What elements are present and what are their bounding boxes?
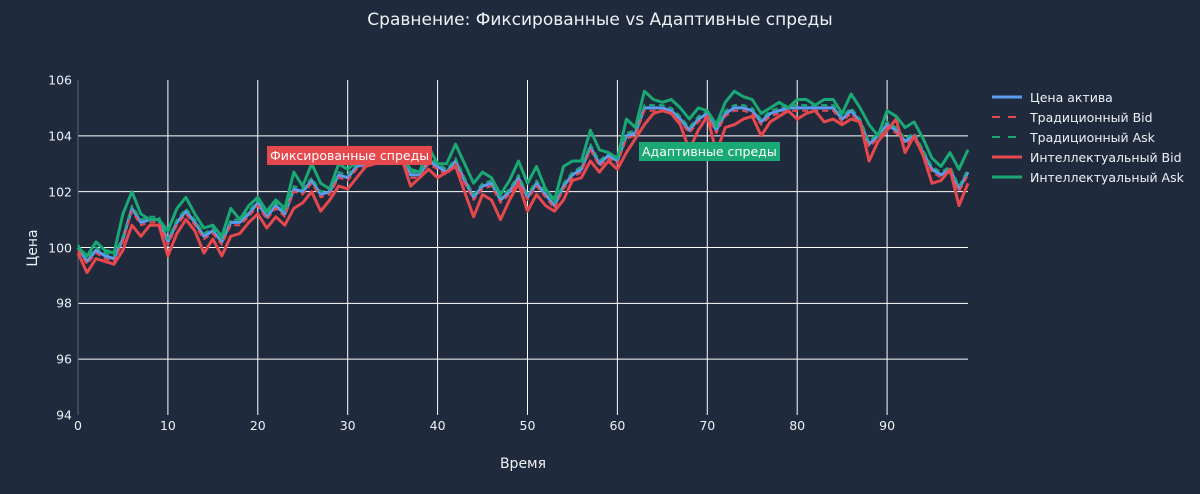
series-line-0[interactable]	[76, 106, 970, 263]
x-tick-label: 30	[339, 418, 356, 433]
legend-item[interactable]: Интеллектуальный Bid	[990, 147, 1184, 167]
y-tick-label: 100	[48, 240, 72, 255]
legend-item[interactable]: Традиционный Ask	[990, 127, 1184, 147]
legend-label: Цена актива	[1030, 89, 1113, 105]
x-axis-label: Время	[499, 456, 547, 472]
gridlines	[77, 80, 968, 415]
legend-label: Традиционный Bid	[1030, 109, 1153, 125]
legend-label: Традиционный Ask	[1030, 129, 1155, 145]
legend-item[interactable]: Интеллектуальный Ask	[990, 167, 1184, 187]
x-tick-label: 80	[789, 418, 806, 433]
y-tick-label: 96	[56, 351, 72, 367]
x-tick-label: 70	[699, 418, 716, 433]
legend-label: Интеллектуальный Ask	[1030, 169, 1184, 185]
y-tick-label: 106	[48, 72, 72, 88]
x-tick-label: 40	[429, 418, 446, 433]
x-tick-label: 10	[159, 418, 176, 433]
x-tick-label: 0	[74, 418, 82, 433]
legend-item[interactable]: Традиционный Bid	[990, 107, 1184, 127]
x-tick-label: 20	[249, 418, 266, 433]
legend: Цена актива Традиционный Bid Традиционный …	[990, 87, 1184, 187]
legend-label: Интеллектуальный Bid	[1030, 149, 1182, 165]
y-tick-label: 104	[48, 128, 72, 144]
series-line-2[interactable]	[77, 104, 969, 260]
y-tick-label: 98	[56, 295, 72, 311]
annotation-label: Адаптивные спреды	[639, 142, 780, 161]
x-tick-label: 90	[879, 418, 896, 433]
y-axis-label: Цена	[25, 229, 41, 267]
annotation-label: Фиксированные спреды	[267, 146, 433, 165]
legend-swatch-icon	[992, 116, 1022, 118]
chart-title: Сравнение: Фиксированные vs Адаптивные с…	[367, 10, 833, 30]
x-tick-label: 60	[609, 418, 626, 433]
legend-item[interactable]: Цена актива	[990, 87, 1184, 107]
y-tick-label: 94	[56, 407, 72, 423]
legend-swatch-icon	[992, 95, 1022, 99]
y-tick-label: 102	[48, 184, 72, 200]
legend-swatch-icon	[992, 175, 1022, 179]
legend-swatch-icon	[992, 136, 1022, 138]
series-lines	[76, 89, 970, 275]
legend-swatch-icon	[992, 155, 1022, 159]
series-line-3[interactable]	[76, 109, 970, 275]
x-tick-label: 50	[519, 418, 536, 433]
series-line-4[interactable]	[76, 89, 970, 258]
series-line-1[interactable]	[77, 109, 969, 266]
